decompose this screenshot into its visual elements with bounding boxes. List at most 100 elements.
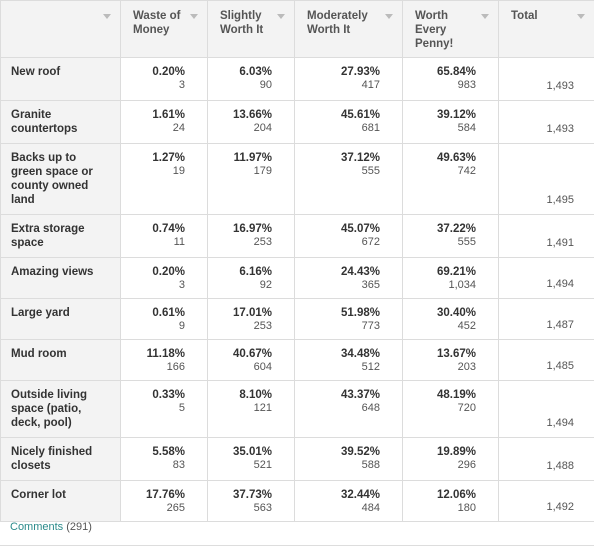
count: 265 [166,502,185,514]
value-cell: 37.12% 555 [294,143,403,215]
comments: Comments (291) [10,521,92,533]
value-cell: 34.48% 512 [294,339,403,381]
count: 521 [253,459,272,471]
value-cell: 0.20% 3 [120,57,208,101]
total-cell: 1,492 [498,480,594,522]
sort-arrow [577,14,585,19]
comments-link[interactable]: Comments [10,521,64,533]
column-header-text: Worth Every Penny! [415,10,454,50]
percent: 13.67% [436,348,476,360]
percent: 6.03% [239,66,272,78]
table-row: Nicely finished closets 5.58% 83 35.01% 521 3… [0,437,594,481]
percent: 17.76% [145,489,185,501]
value-cell: 1.61% 24 [120,100,208,144]
percent: 65.84% [436,66,476,78]
count: 983 [457,79,476,91]
count: 555 [361,165,380,177]
value-cell: 24.43% 365 [294,257,403,299]
row-label: Mud room [0,339,121,381]
table-row: Extra storage space 0.74% 11 16.97% 253 45.07… [0,214,594,258]
row-label: Granite countertops [0,100,121,144]
total-cell: 1,494 [498,257,594,299]
table-row: Mud room 11.18% 166 40.67% 604 34.48% 512 13.67… [0,339,594,381]
percent: 39.52% [340,446,380,458]
value-cell: 0.33% 5 [120,380,208,438]
percent: 0.74% [152,223,185,235]
value-cell: 8.10% 121 [207,380,295,438]
count: 720 [457,402,476,414]
column-header[interactable]: Worth Every Penny! [402,0,499,58]
count: 121 [253,402,272,414]
value-cell: 39.52% 588 [294,437,403,481]
value-cell: 0.61% 9 [120,298,208,340]
count: 672 [361,236,380,248]
percent: 69.21% [436,266,476,278]
percent: 12.06% [436,489,476,501]
count: 588 [361,459,380,471]
percent: 1.27% [152,152,185,164]
count: 604 [253,361,272,373]
percent: 6.16% [239,266,272,278]
column-header-text: Slightly Worth It [220,10,264,36]
value-cell: 45.61% 681 [294,100,403,144]
row-label: Outside living space (patio, deck, pool) [0,380,121,438]
count: 555 [457,236,476,248]
value-cell: 19.89% 296 [402,437,499,481]
total-cell: 1,494 [498,380,594,438]
value-cell: 1.27% 19 [120,143,208,215]
percent: 49.63% [436,152,476,164]
value-cell: 69.21% 1,034 [402,257,499,299]
value-cell: 13.67% 203 [402,339,499,381]
total-cell: 1,495 [498,143,594,215]
count: 24 [172,122,185,134]
value-cell: 45.07% 672 [294,214,403,258]
row-label: Backs up to green space or county owned … [0,143,121,215]
count: 648 [361,402,380,414]
value-cell: 35.01% 521 [207,437,295,481]
row-label: Nicely finished closets [0,437,121,481]
value-cell: 13.66% 204 [207,100,295,144]
count: 179 [253,165,272,177]
percent: 24.43% [340,266,380,278]
comments-count: (291) [66,521,92,533]
count: 742 [457,165,476,177]
count: 253 [253,236,272,248]
row-label: Corner lot [0,480,121,522]
header-row: Waste of Money Slightly Worth It Moderatel… [0,0,594,58]
percent: 37.73% [232,489,272,501]
value-cell: 0.20% 3 [120,257,208,299]
value-cell: 6.03% 90 [207,57,295,101]
count: 19 [172,165,185,177]
column-header-text: Moderately Worth It [307,10,368,36]
total-cell: 1,493 [498,100,594,144]
header-blank[interactable] [0,0,121,58]
column-header[interactable]: Moderately Worth It [294,0,403,58]
count: 83 [172,459,185,471]
count: 296 [457,459,476,471]
column-header[interactable]: Slightly Worth It [207,0,295,58]
percent: 32.44% [340,489,380,501]
value-cell: 12.06% 180 [402,480,499,522]
total-cell: 1,493 [498,57,594,101]
percent: 27.93% [340,66,380,78]
column-header[interactable]: Waste of Money [120,0,208,58]
percent: 5.58% [152,446,185,458]
table-row: New roof 0.20% 3 6.03% 90 27.93% 417 65.84% 983 1… [0,57,594,101]
column-header[interactable]: Total [498,0,594,58]
sort-arrow [190,14,198,19]
value-cell: 6.16% 92 [207,257,295,299]
count: 92 [259,279,272,291]
count: 253 [253,320,272,332]
percent: 45.07% [340,223,380,235]
divider [0,545,594,546]
value-cell: 27.93% 417 [294,57,403,101]
value-cell: 39.12% 584 [402,100,499,144]
row-label: Large yard [0,298,121,340]
count: 773 [361,320,380,332]
value-cell: 11.97% 179 [207,143,295,215]
count: 5 [178,402,185,414]
count: 1,034 [448,279,476,291]
count: 681 [361,122,380,134]
table-row: Outside living space (patio, deck, pool)… [0,380,594,438]
